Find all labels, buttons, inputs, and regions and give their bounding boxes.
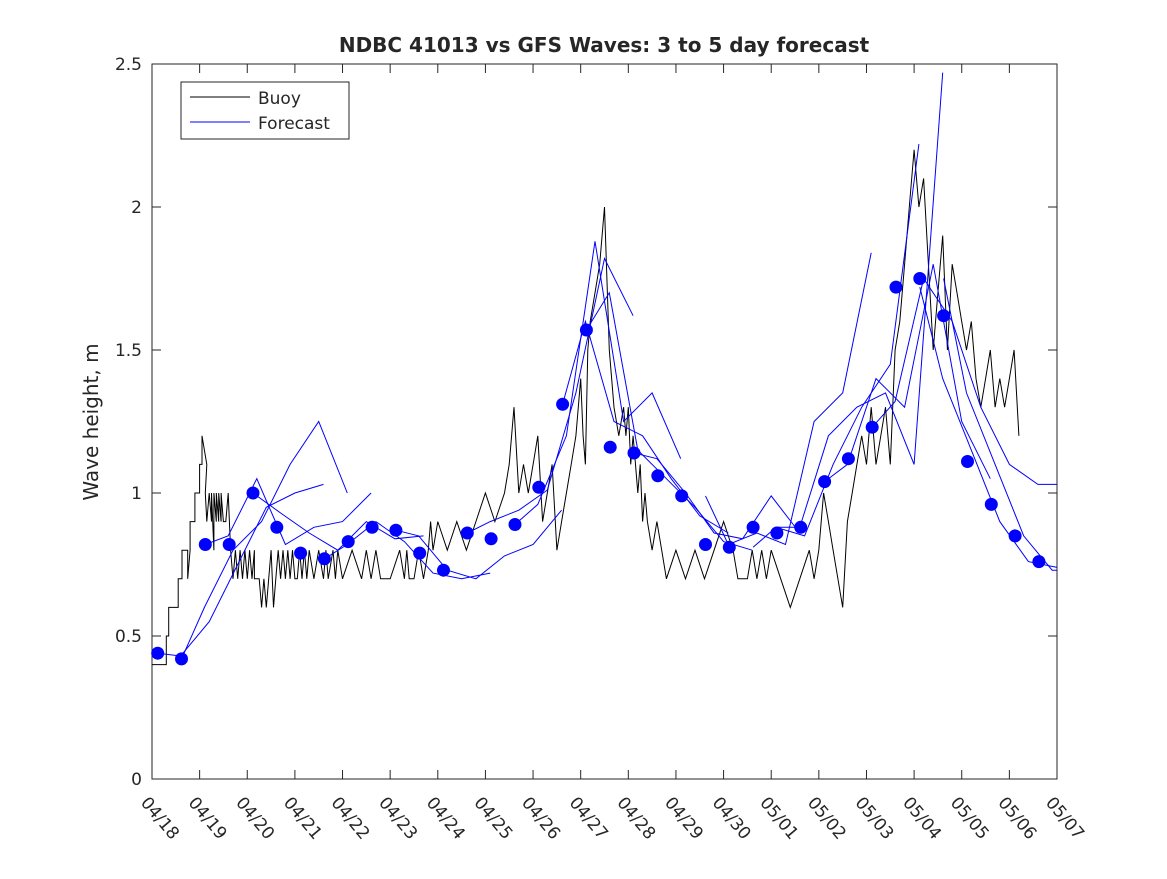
forecast-line — [633, 452, 801, 540]
forecast-line — [585, 291, 753, 551]
forecast-marker — [460, 526, 474, 540]
forecast-marker — [437, 563, 450, 577]
forecast-marker — [937, 309, 951, 323]
buoy-line — [152, 149, 1020, 666]
legend-box — [180, 81, 350, 140]
forecast-marker — [341, 535, 355, 549]
forecast-marker — [889, 280, 903, 294]
forecast-marker — [151, 646, 165, 660]
forecast-marker — [413, 546, 427, 560]
forecast-marker — [579, 323, 593, 337]
legend: Buoy Forecast — [180, 81, 350, 140]
forecast-marker — [484, 532, 498, 546]
forecast-line — [871, 277, 1057, 485]
chart-title: NDBC 41013 vs GFS Waves: 3 to 5 day fore… — [339, 33, 870, 57]
forecast-marker — [294, 546, 308, 560]
plot-area — [151, 63, 1058, 780]
forecast-marker — [627, 446, 641, 460]
y-tick-label: 0 — [131, 770, 142, 790]
y-tick-label: 2 — [131, 198, 142, 218]
forecast-marker — [603, 440, 617, 454]
forecast-marker — [699, 538, 712, 551]
forecast-line — [514, 241, 682, 525]
forecast-marker — [508, 518, 522, 531]
forecast-marker — [794, 520, 808, 534]
legend-label-forecast: Forecast — [258, 114, 330, 134]
forecast-marker — [175, 652, 188, 666]
y-tick-label: 1 — [131, 484, 142, 504]
forecast-line — [205, 477, 372, 546]
forecast-marker — [818, 475, 832, 489]
forecast-marker — [389, 523, 403, 537]
forecast-marker — [556, 397, 570, 411]
forecast-marker — [913, 272, 927, 285]
forecast-marker — [841, 452, 855, 466]
forecast-markers — [151, 272, 1046, 666]
forecast-marker — [317, 552, 331, 566]
forecast-line — [395, 509, 562, 580]
forecast-marker — [746, 520, 760, 534]
forecast-marker — [365, 520, 379, 534]
forecast-line — [467, 256, 634, 534]
y-axis-label: Wave height, m — [79, 343, 103, 500]
forecast-marker — [651, 469, 665, 483]
forecast-marker — [1032, 555, 1046, 569]
y-axis-ticks: 0 0.5 1 1.5 2 2.5 — [115, 55, 1057, 790]
forecast-marker — [198, 538, 212, 551]
forecast-marker — [532, 480, 546, 494]
forecast-line — [943, 278, 1057, 571]
forecast-marker — [865, 420, 879, 434]
y-tick-label: 0.5 — [115, 627, 142, 647]
forecast-marker — [984, 497, 998, 511]
forecast-marker — [222, 538, 236, 551]
forecast-series — [157, 72, 1058, 660]
forecast-marker — [770, 526, 784, 540]
buoy-series — [152, 149, 1020, 666]
forecast-marker — [722, 540, 736, 554]
forecast-marker — [1008, 529, 1022, 543]
legend-label-buoy: Buoy — [258, 89, 301, 109]
y-tick-label: 1.5 — [115, 341, 142, 361]
forecast-line — [181, 420, 348, 660]
forecast-marker — [961, 455, 974, 468]
forecast-marker — [675, 489, 689, 503]
forecast-marker — [246, 486, 260, 500]
y-tick-label: 2.5 — [115, 55, 142, 75]
forecast-line — [562, 319, 729, 534]
forecast-marker — [270, 520, 284, 534]
